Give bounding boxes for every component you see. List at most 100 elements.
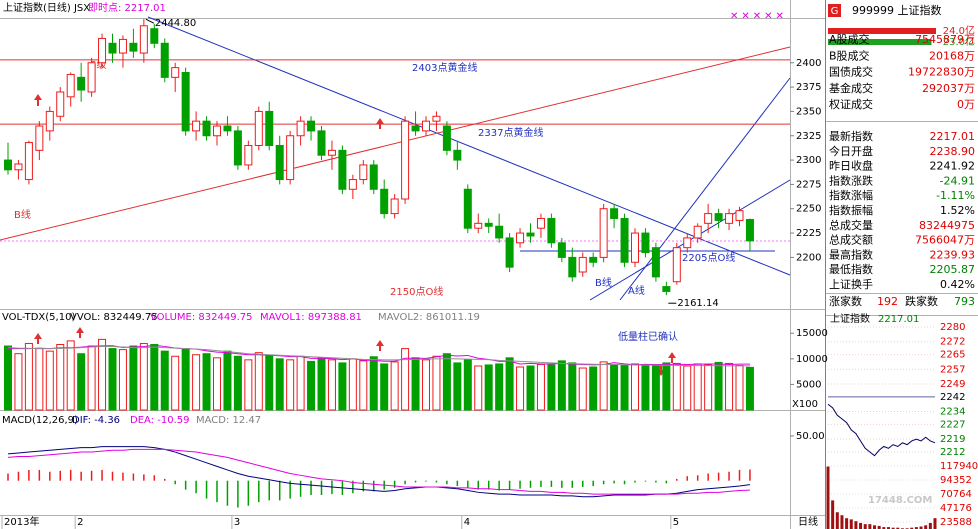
breadth: 涨家数	[829, 294, 862, 308]
candle-body	[171, 67, 180, 78]
row-value: 20168万	[929, 49, 975, 62]
candle-body	[578, 256, 587, 273]
quote-name: 999999 上证指数	[852, 3, 942, 17]
mini-volume-bar	[886, 527, 890, 529]
volume-bar	[505, 357, 514, 411]
volume-bar	[233, 355, 242, 411]
candle-body	[254, 110, 263, 146]
volume-bar	[348, 358, 357, 411]
x-tick-label: 2	[77, 517, 83, 528]
candle-body	[265, 110, 274, 146]
volume-bar	[651, 364, 660, 411]
volume-bar	[327, 359, 336, 411]
candle-body	[35, 125, 44, 151]
volume-bar	[35, 348, 44, 411]
volume-bar	[87, 345, 96, 411]
macd-header: MACD(12,26,9)	[2, 415, 78, 426]
candle-body	[380, 188, 389, 215]
mini-volume-bar	[831, 500, 835, 529]
volume-bar	[610, 363, 619, 411]
volume-bar	[338, 362, 347, 411]
mini-tick-label: 2234	[940, 407, 965, 418]
arrow-up	[34, 333, 42, 344]
row-label: 上证换手	[829, 277, 873, 291]
volume-bar	[620, 364, 629, 411]
volume-bar	[139, 342, 148, 411]
volume-bar	[66, 340, 75, 411]
candle-body	[662, 286, 671, 292]
candle-body	[557, 242, 566, 258]
volume-header: VOL-TDX(5,10)	[2, 312, 75, 323]
volume-bar	[641, 365, 650, 411]
row-label: 最高指数	[829, 247, 873, 261]
candle-body	[108, 42, 117, 54]
candle-body	[735, 210, 744, 221]
volume-bar	[484, 364, 493, 411]
arrow-up	[668, 352, 676, 363]
candle-body	[244, 144, 253, 166]
candle-body	[160, 42, 169, 78]
volume-bar	[98, 338, 107, 411]
annotation: A线	[628, 284, 645, 297]
mini-volume-bar	[873, 525, 877, 529]
candle-body	[536, 217, 545, 229]
candle-body	[192, 120, 201, 132]
row-value: 2241.92	[930, 160, 976, 173]
row-value: 83244975	[919, 219, 975, 232]
row-value: 2217.01	[930, 130, 976, 143]
candle-body	[14, 163, 23, 171]
mini-tick-label: 2212	[940, 447, 965, 458]
candle-body	[338, 149, 347, 190]
volume-bar	[359, 360, 368, 411]
volume-header: VOLUME: 832449.75	[150, 312, 253, 323]
mini-tick-label: 94352	[940, 475, 972, 486]
candle-body	[56, 91, 65, 117]
macd-line	[7, 448, 750, 495]
mini-volume-bar	[849, 519, 853, 529]
mini-volume-bar	[919, 526, 923, 529]
realtime-label: 即时点: 2217.01	[88, 2, 166, 14]
row-label: 权证成交	[829, 97, 873, 111]
volume-bar	[45, 350, 54, 411]
candle-body	[66, 73, 75, 98]
y-tick-label: 2325	[796, 131, 821, 142]
mini-volume-bar	[868, 524, 872, 529]
row-label: 总成交量	[829, 218, 873, 232]
annotation: 2403点黄金线	[412, 61, 477, 74]
candle-body	[526, 232, 535, 237]
candle-body	[77, 76, 86, 91]
volume-bar	[307, 360, 316, 411]
candle-body	[296, 120, 305, 137]
volume-header: VVOL: 832449.75	[70, 312, 158, 323]
y-tick-label: 2375	[796, 82, 821, 93]
candle-body	[223, 125, 232, 132]
candle-body	[683, 237, 692, 249]
mini-tick-label: 2242	[940, 392, 965, 403]
candle-body	[411, 125, 420, 132]
candle-body	[422, 120, 430, 132]
mini-tick-label: 2219	[940, 434, 965, 445]
candle-body	[651, 247, 660, 278]
candle-body	[233, 130, 242, 166]
candle-body	[181, 71, 190, 132]
mini-volume-bar	[882, 527, 886, 529]
volume-bar	[254, 352, 263, 411]
chart-title: 上证指数(日线) JSX	[3, 1, 90, 14]
arrow-up	[376, 340, 384, 351]
candle-body	[505, 237, 514, 268]
row-value: 1.52%	[940, 204, 975, 217]
volume-bar	[683, 365, 692, 411]
mini-volume-bar	[891, 527, 895, 529]
annotation: 低量柱已确认	[618, 330, 678, 343]
volume-bar	[662, 362, 671, 411]
row-label: 最新指数	[829, 129, 873, 143]
volume-bar	[202, 353, 211, 411]
candle-body	[641, 232, 650, 254]
candle-body	[286, 135, 295, 181]
volume-bar	[150, 343, 159, 411]
mini-volume-bar	[914, 527, 918, 529]
mini-tick-label: 2249	[940, 379, 965, 390]
y-tick-label: 50.00	[796, 431, 825, 442]
mini-volume-bar	[845, 518, 849, 529]
